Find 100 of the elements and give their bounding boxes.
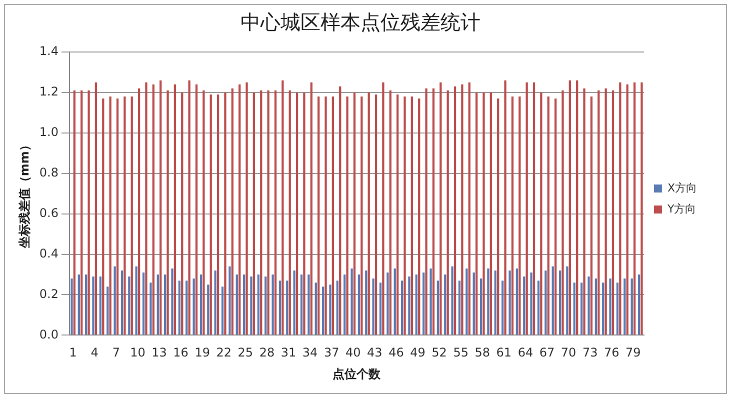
bar — [576, 80, 578, 335]
bar — [594, 278, 598, 335]
bar — [547, 96, 550, 335]
y-tick-label: 0.8 — [39, 165, 58, 180]
bar — [436, 280, 440, 335]
bar — [372, 278, 374, 335]
bar — [425, 88, 428, 335]
x-tick-label: 37 — [324, 346, 340, 360]
bar — [296, 92, 298, 335]
y-axis-title: 坐标残差值（mm） — [17, 139, 32, 250]
bar — [604, 88, 607, 335]
bar — [257, 274, 260, 335]
bar — [329, 284, 332, 335]
bar — [368, 92, 370, 335]
bar — [224, 92, 226, 335]
bar — [324, 96, 327, 335]
bar — [221, 286, 224, 335]
bar — [278, 280, 282, 335]
x-tick-label: 25 — [238, 346, 254, 360]
x-tick-label: 67 — [539, 346, 555, 360]
x-tick-label: 49 — [410, 346, 426, 360]
bar — [430, 268, 432, 335]
bar — [480, 278, 482, 335]
y-tick-label: 0.0 — [39, 327, 58, 342]
bar — [94, 82, 98, 335]
bar — [487, 268, 490, 335]
bar — [78, 274, 80, 335]
bar — [152, 84, 154, 335]
bar — [116, 98, 119, 335]
bar — [332, 96, 334, 335]
bar — [288, 90, 291, 335]
bar — [566, 266, 568, 335]
bar — [382, 82, 384, 335]
bar — [145, 82, 148, 335]
bar — [502, 280, 504, 335]
x-tick-label: 40 — [345, 346, 361, 360]
x-tick-label: 76 — [604, 346, 620, 360]
bar — [120, 270, 124, 335]
bar — [580, 282, 583, 335]
bar — [619, 82, 622, 335]
x-tick-label: 10 — [130, 346, 146, 360]
x-tick-label: 28 — [259, 346, 275, 360]
x-tick-label: 55 — [453, 346, 468, 360]
bar — [252, 92, 256, 335]
bar — [166, 90, 169, 335]
x-tick-label: 7 — [112, 346, 120, 360]
bar — [530, 272, 532, 335]
x-tick-label: 16 — [173, 346, 188, 360]
bar — [544, 270, 547, 335]
x-tick-label: 79 — [626, 346, 641, 360]
bar — [200, 274, 202, 335]
bar — [552, 266, 554, 335]
bar — [80, 90, 83, 335]
bar — [174, 84, 176, 335]
x-tick-label: 31 — [280, 346, 296, 360]
bar — [138, 88, 140, 335]
bar — [630, 278, 633, 335]
bar — [214, 270, 216, 335]
y-tick-label: 1.4 — [39, 44, 58, 58]
x-tick-label: 34 — [302, 346, 318, 360]
bar — [568, 80, 571, 335]
bar — [400, 280, 404, 335]
bar — [523, 276, 526, 335]
bar — [171, 268, 174, 335]
y-tick-label: 1.0 — [39, 125, 58, 140]
bar — [638, 274, 640, 335]
bar — [70, 278, 73, 335]
x-tick-label: 46 — [388, 346, 404, 360]
bar — [310, 82, 312, 335]
bar — [202, 90, 205, 335]
bar — [358, 274, 360, 335]
bar — [353, 92, 356, 335]
bar — [114, 266, 116, 335]
bar — [422, 272, 425, 335]
bar — [99, 276, 102, 335]
bar — [640, 82, 643, 335]
bar — [339, 86, 342, 335]
bar — [588, 276, 590, 335]
bar — [602, 282, 604, 335]
bar — [389, 90, 392, 335]
bar — [195, 84, 198, 335]
bar — [633, 82, 636, 335]
bar — [497, 98, 500, 335]
bar — [156, 274, 159, 335]
bar — [508, 270, 511, 335]
bar — [88, 90, 90, 335]
bar — [454, 86, 456, 335]
bar — [558, 270, 562, 335]
bar — [532, 82, 536, 335]
bar — [135, 266, 138, 335]
bar — [461, 84, 464, 335]
bar — [181, 92, 184, 335]
x-tick-label: 22 — [216, 346, 232, 360]
x-axis-title: 点位个数 — [332, 366, 382, 381]
bar — [360, 96, 363, 335]
bar — [188, 80, 190, 335]
bar — [598, 90, 600, 335]
x-tick-label: 64 — [518, 346, 534, 360]
bar — [336, 280, 339, 335]
x-tick-label: 13 — [152, 346, 167, 360]
